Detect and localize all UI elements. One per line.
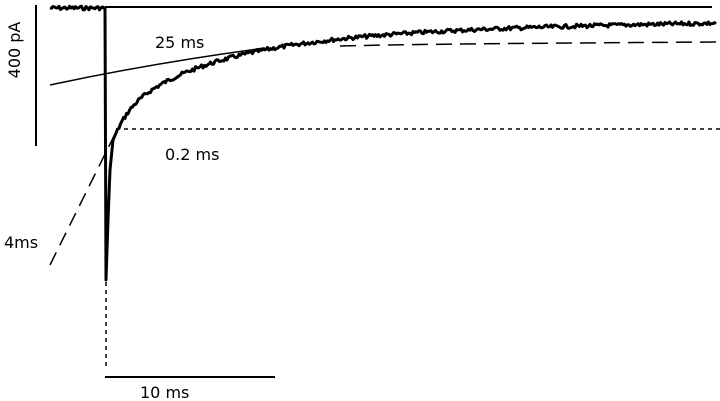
slow-fit-curve xyxy=(49,47,266,86)
intermediate-tau-label: 4ms xyxy=(4,233,38,252)
fast-tau-label: 0.2 ms xyxy=(165,145,219,164)
amplitude-scale-label: 400 pA xyxy=(5,22,24,79)
time-scale-label: 10 ms xyxy=(140,383,189,401)
intermediate-fit-dashed xyxy=(49,127,119,266)
steady-state-dashed xyxy=(339,41,720,47)
slow-tau-label: 25 ms xyxy=(155,33,204,52)
current-trace xyxy=(49,4,717,282)
